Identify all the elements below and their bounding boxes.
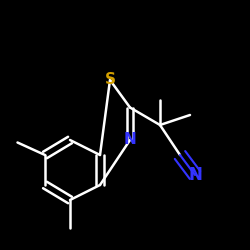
Text: N: N: [124, 132, 136, 148]
Text: S: S: [104, 72, 116, 88]
Text: N: N: [188, 166, 202, 184]
